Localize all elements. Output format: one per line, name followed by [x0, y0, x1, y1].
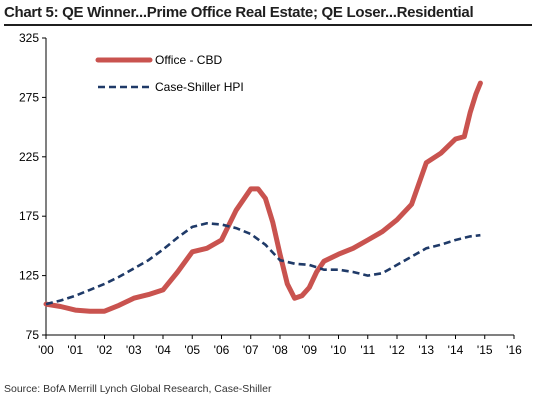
x-tick-labels: '00 '01 '02 '03 '04 '05 '06 '07 '08 '09 '10 '11 '12 '…: [38, 343, 522, 357]
y-tick-labels: 75 125 175 225 275 325: [19, 31, 39, 342]
y-tick-label: 75: [26, 328, 40, 342]
chart-title: Chart 5: QE Winner...Prime Office Real E…: [4, 4, 474, 21]
legend-label-office-cbd: Office - CBD: [155, 53, 222, 67]
x-tick-label: '07: [243, 343, 259, 357]
legend: Office - CBD Case-Shiller HPI: [95, 53, 244, 94]
title-underline: [4, 24, 532, 26]
source-note: Source: BofA Merrill Lynch Global Resear…: [4, 383, 272, 395]
x-tick-label: '05: [184, 343, 200, 357]
x-tick-label: '02: [97, 343, 113, 357]
x-tick-label: '14: [448, 343, 464, 357]
x-tick-label: '03: [126, 343, 142, 357]
x-tick-label: '09: [301, 343, 317, 357]
y-tick-label: 225: [19, 150, 39, 164]
y-tick-label: 125: [19, 269, 39, 283]
series-line-case-shiller-hpi: [45, 222, 481, 306]
x-tick-label: '11: [360, 343, 375, 357]
x-tick-label: '12: [389, 343, 405, 357]
series-layer: [43, 80, 483, 314]
chart-axes: [42, 37, 515, 339]
y-tick-label: 275: [19, 90, 39, 104]
y-tick-label: 325: [19, 31, 39, 45]
x-tick-label: '15: [477, 343, 493, 357]
x-tick-label: '06: [214, 343, 230, 357]
x-tick-label: '00: [38, 343, 54, 357]
legend-label-case-shiller-hpi: Case-Shiller HPI: [155, 80, 244, 94]
x-tick-label: '04: [155, 343, 171, 357]
x-tick-label: '13: [418, 343, 434, 357]
series-line-office-cbd: [43, 80, 483, 314]
x-tick-label: '10: [331, 343, 347, 357]
x-tick-label: '16: [506, 343, 522, 357]
x-tick-label: '01: [67, 343, 83, 357]
y-tick-label: 175: [19, 209, 39, 223]
x-tick-label: '08: [272, 343, 288, 357]
